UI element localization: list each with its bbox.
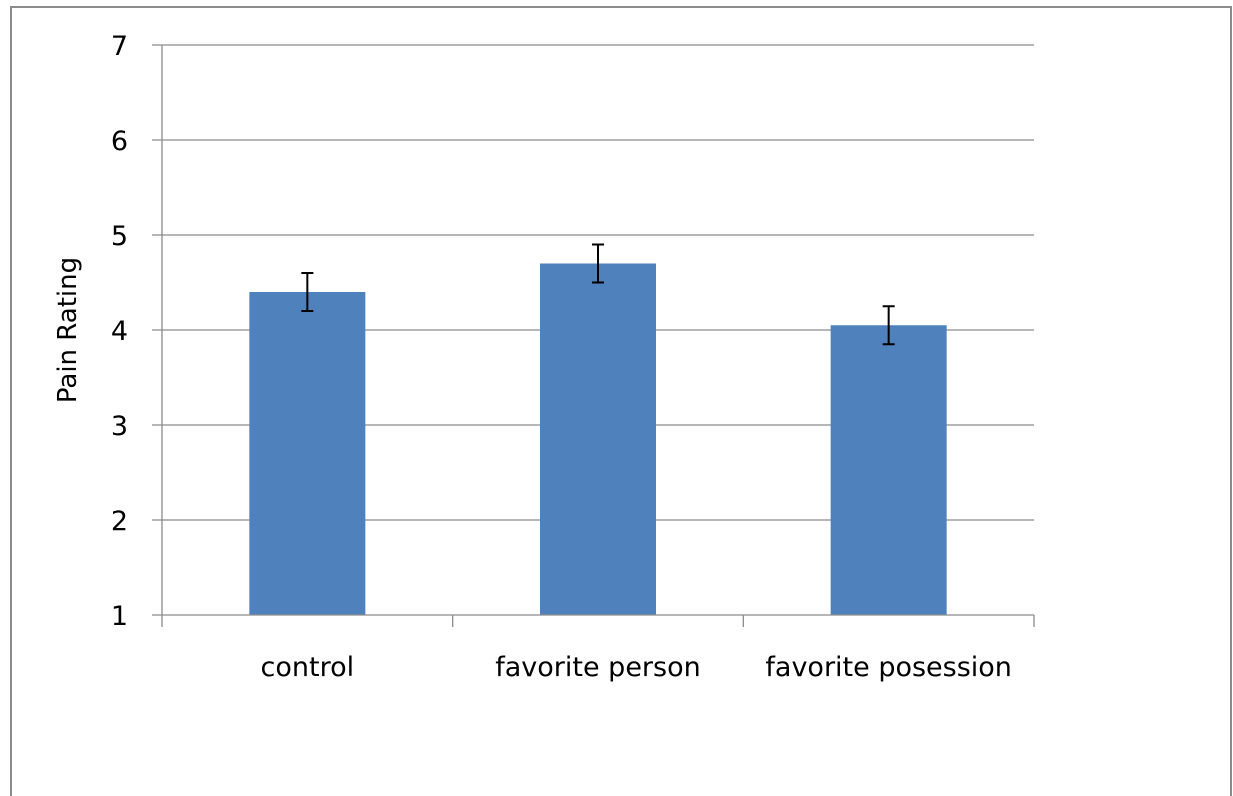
bar bbox=[830, 325, 947, 615]
y-tick-label: 7 bbox=[111, 31, 128, 62]
x-tick-label: favorite posession bbox=[765, 652, 1012, 683]
chart-frame bbox=[10, 6, 1232, 796]
x-tick-label: control bbox=[261, 652, 355, 683]
y-tick-label: 4 bbox=[111, 316, 128, 347]
tick-labels: 1 2 3 4 5 6 7 control favorite person favorite po… bbox=[111, 31, 1012, 683]
bar bbox=[249, 292, 366, 615]
y-tick-label: 5 bbox=[111, 221, 128, 252]
axes bbox=[152, 45, 1035, 627]
y-axis-title: Pain Rating bbox=[53, 257, 83, 403]
y-tick-label: 3 bbox=[111, 411, 128, 442]
y-tick-label: 2 bbox=[111, 506, 128, 537]
bars bbox=[249, 243, 947, 615]
x-tick-label: favorite person bbox=[495, 652, 700, 683]
bar bbox=[540, 263, 656, 615]
y-tick-label: 1 bbox=[111, 601, 128, 632]
y-tick-label: 6 bbox=[111, 126, 128, 157]
